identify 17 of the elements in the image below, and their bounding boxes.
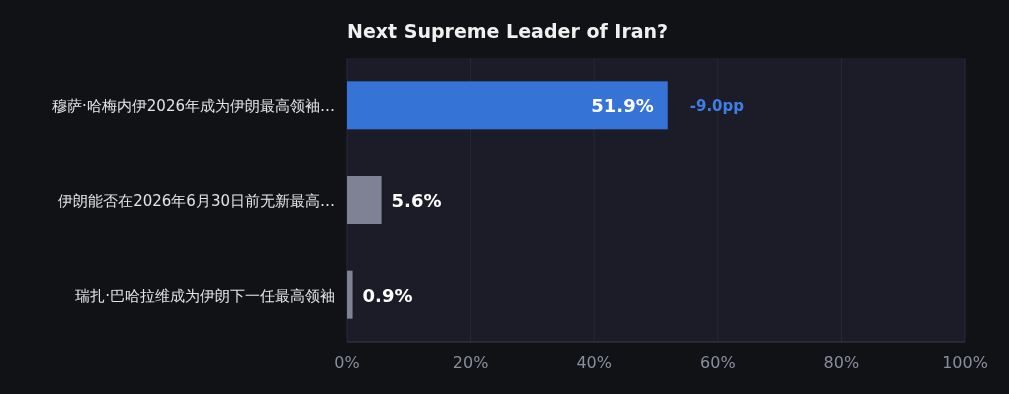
data-label: 5.6% (391, 190, 442, 211)
x-tick-label: 0% (334, 353, 360, 372)
y-tick-label: 穆萨·哈梅内伊2026年成为伊朗最高领袖… (52, 97, 335, 116)
bar (347, 270, 353, 319)
x-tick-label: 60% (700, 353, 736, 372)
x-tick-label: 40% (576, 353, 612, 372)
data-label: 0.9% (362, 284, 413, 306)
y-tick-label: 瑞扎·巴哈拉维成为伊朗下一任最高领袖 (75, 286, 335, 305)
x-tick-label: 80% (823, 353, 860, 372)
bar (347, 81, 668, 130)
x-tick-label: 20% (452, 353, 489, 372)
chart-title: Next Supreme Leader of Iran? (347, 20, 669, 42)
bar (347, 176, 382, 224)
x-tick-label: 100% (942, 353, 988, 372)
data-label: 51.9% (591, 95, 654, 117)
annotation: -9.0pp (689, 97, 745, 116)
y-tick-label: 伊朗能否在2026年6月30日前无新最高… (58, 192, 335, 210)
